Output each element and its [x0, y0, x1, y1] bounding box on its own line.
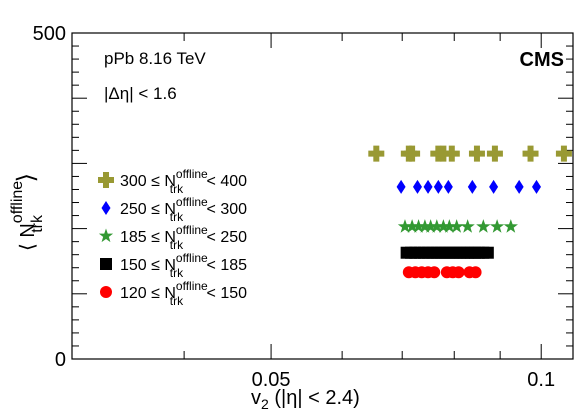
- data-point: [423, 219, 438, 233]
- data-point: [442, 219, 457, 233]
- series-series_120: [402, 266, 482, 279]
- data-point: [428, 266, 441, 279]
- legend-label: 120 ≤ Noffline trk < 150: [120, 279, 247, 308]
- legend-label: 300 ≤ Noffline trk < 400: [120, 167, 247, 196]
- data-point: [404, 219, 420, 233]
- data-point: [433, 179, 443, 194]
- experiment-label: CMS: [520, 49, 564, 71]
- legend-label: 185 ≤ Noffline trk < 250: [120, 223, 247, 252]
- data-point: [468, 145, 485, 162]
- data-point: [449, 219, 464, 233]
- legend-marker: [98, 172, 114, 188]
- data-point: [411, 219, 426, 233]
- legend-item: 250 ≤ Noffline trk < 300: [101, 195, 247, 224]
- legend-marker: [100, 258, 112, 270]
- data-point: [469, 266, 482, 279]
- data-point: [555, 145, 572, 162]
- data-point: [486, 145, 503, 162]
- data-point: [412, 179, 422, 194]
- y-tick-label: 0: [55, 349, 66, 371]
- data-point: [522, 145, 539, 162]
- data-point: [435, 145, 452, 162]
- x-tick-label: 0.05: [252, 369, 291, 391]
- legend-label: 250 ≤ Noffline trk < 300: [120, 195, 247, 224]
- legend-item: 185 ≤ Noffline trk < 250: [98, 223, 247, 252]
- axis-ticks: [71, 32, 573, 360]
- data-point: [489, 219, 505, 233]
- y-axis-title: ⟨ Nofflinetrk ⟩: [9, 173, 46, 251]
- series-series_300: [368, 145, 572, 162]
- eta-cut-label: |Δη| < 1.6: [104, 84, 177, 103]
- y-tick-label: 500: [33, 23, 66, 45]
- data-point: [514, 179, 524, 194]
- plot-frame: [71, 32, 574, 360]
- series-series_250: [396, 179, 542, 194]
- data-point: [397, 219, 413, 233]
- series-series_150: [400, 246, 494, 259]
- data-point: [436, 219, 451, 233]
- data-point: [423, 179, 433, 194]
- legend-marker: [101, 201, 111, 215]
- legend-marker: [100, 286, 112, 298]
- legend-label: 150 ≤ Noffline trk < 185: [120, 251, 247, 280]
- data-point: [452, 266, 465, 279]
- x-axis-title: v2 (|η| < 2.4): [251, 387, 360, 412]
- data-point: [396, 179, 406, 194]
- data-point: [417, 219, 433, 233]
- data-points: [368, 145, 572, 279]
- data-point: [481, 246, 494, 259]
- data-point: [532, 179, 542, 194]
- series-series_185: [397, 219, 518, 233]
- data-point: [476, 219, 491, 233]
- legend-item: 150 ≤ Noffline trk < 185: [100, 251, 247, 280]
- data-point: [368, 145, 385, 162]
- x-tick-label: 0.1: [527, 369, 555, 391]
- plot-border: [71, 32, 574, 360]
- svg-text:⟨ Nofflinetrk ⟩: ⟨ Nofflinetrk ⟩: [9, 173, 46, 251]
- legend-item: 300 ≤ Noffline trk < 400: [98, 167, 247, 196]
- data-point: [429, 219, 444, 233]
- data-point: [443, 179, 453, 194]
- legend-marker: [98, 228, 114, 243]
- data-point: [467, 179, 477, 194]
- data-point: [503, 219, 518, 233]
- data-point: [443, 145, 460, 162]
- data-point: [460, 219, 475, 233]
- collision-label: pPb 8.16 TeV: [104, 49, 206, 68]
- legend-item: 120 ≤ Noffline trk < 150: [100, 279, 247, 308]
- data-point: [489, 179, 499, 194]
- tick-labels: 0.05 0.1 0 500: [33, 23, 555, 391]
- data-point: [404, 145, 421, 162]
